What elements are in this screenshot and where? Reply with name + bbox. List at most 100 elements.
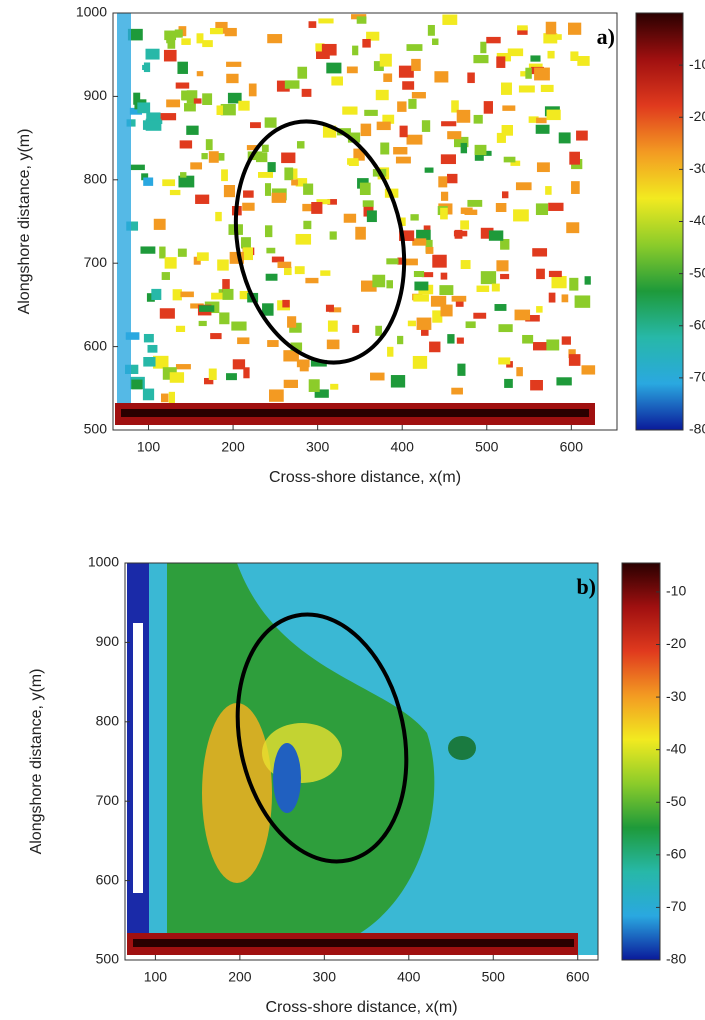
heat-patch [451,387,463,395]
heat-patch [262,303,274,316]
heat-patch [303,220,312,230]
x-tick-label: 300 [313,969,337,985]
heat-patch [425,246,434,254]
heat-patch [517,25,528,31]
heat-patch [250,122,261,129]
heat-patch [247,151,263,161]
colorbar-tick-label: -80 [666,951,686,967]
heat-patch [143,177,154,186]
y-tick-label: 1000 [76,4,107,20]
heat-patch [383,73,393,82]
heat-patch [215,21,228,34]
heat-patch [137,102,151,114]
heat-patch [386,280,393,289]
annotation-ellipse [233,119,407,365]
heat-patch [359,182,371,195]
heat-patch [160,393,169,403]
colorbar-tick-label: -30 [689,160,705,176]
heat-patch [133,92,141,105]
heat-patch [474,151,484,161]
heat-region [273,743,301,813]
heat-patch [348,160,359,167]
heat-patch [190,162,203,170]
heat-patch [421,272,434,278]
heat-patch [476,285,490,292]
heat-patch [224,27,237,37]
heat-patch [159,246,166,259]
y-tick-label: 600 [84,337,108,353]
heat-patch [547,50,555,59]
heat-patch [446,173,458,184]
heat-patch [199,305,215,312]
heat-patch [427,24,435,36]
heat-patch [432,254,447,268]
heat-patch [202,93,213,105]
heat-patch [169,189,181,196]
heat-patch [327,320,338,332]
heat-patch [294,266,305,275]
heat-patch [498,357,511,365]
heat-patch [146,293,155,302]
heat-patch [581,365,596,375]
heat-patch [561,336,571,345]
heat-patch [397,101,407,112]
heat-patch [413,271,425,278]
x-tick-label: 200 [221,439,245,455]
heat-patch [413,294,429,302]
heat-patch [551,276,567,289]
heat-patch [561,294,569,303]
heat-patch [545,186,552,195]
heat-patch [434,71,449,83]
heat-patch [180,291,194,298]
heat-patch [467,199,483,207]
heat-patch [407,320,416,327]
heat-patch [548,270,562,278]
heat-patch [186,125,199,135]
heat-patch [372,274,386,288]
heat-patch [494,304,507,311]
heat-patch [208,151,219,163]
heat-patch [421,120,431,132]
heat-patch [440,304,453,317]
heat-patch [347,132,361,143]
colorbar-tick-label: -80 [689,421,705,437]
x-tick-label: 500 [482,969,506,985]
heat-patch [440,154,456,165]
heat-image [115,13,596,425]
heat-patch [397,257,406,265]
heat-patch [267,162,276,173]
plot-frame [124,562,599,961]
heat-patch [556,377,572,386]
heat-patch [360,123,372,137]
heat-patch [440,191,449,201]
y-tick-label: 500 [96,951,120,967]
heat-patch [410,214,419,221]
heat-patch [467,72,475,84]
heat-patch [241,237,251,249]
heat-patch [215,211,222,222]
heat-patch [153,355,169,369]
colorbar [621,562,661,961]
heat-patch [211,292,226,300]
heat-patch [379,53,392,67]
heat-patch [329,307,342,313]
heat-patch [160,113,177,121]
heat-patch [302,203,317,212]
heat-patch [456,337,464,344]
heat-patch [267,34,283,44]
heat-patch [269,389,284,402]
heat-patch [532,248,548,257]
heat-patch [399,230,415,241]
heat-patch [548,202,564,211]
colorbar-tick-label: -40 [689,212,705,228]
heat-patch [142,120,151,130]
heat-patch [299,361,309,372]
heat-patch [237,337,250,345]
heat-patch [343,213,357,223]
heat-patch [321,43,337,56]
heat-patch [500,273,510,280]
heat-patch [525,315,540,322]
heat-patch [460,207,473,214]
y-tick-label: 800 [84,171,108,187]
